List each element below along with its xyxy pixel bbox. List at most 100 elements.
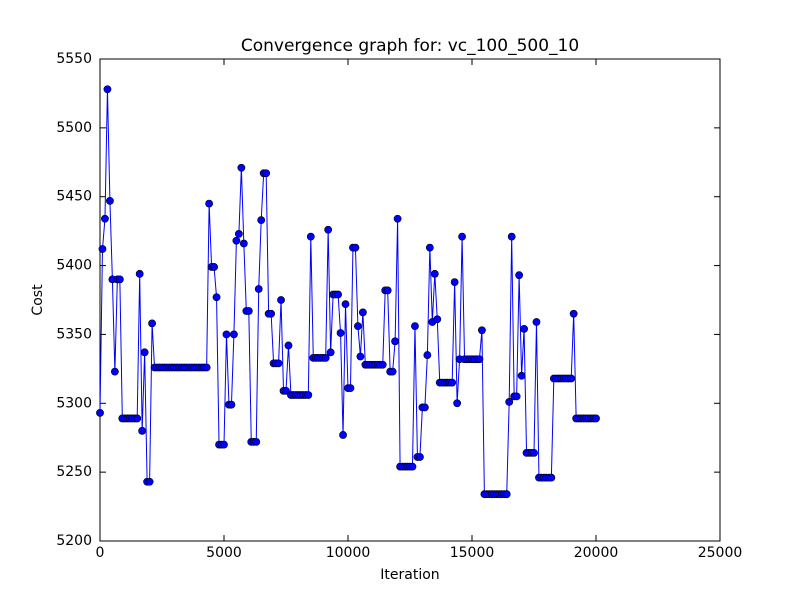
marker xyxy=(569,309,578,318)
marker xyxy=(326,348,335,357)
x-tick-label: 0 xyxy=(96,545,105,561)
y-tick-label: 5250 xyxy=(56,464,92,480)
marker xyxy=(230,330,238,339)
marker xyxy=(336,329,345,337)
marker xyxy=(222,330,231,339)
marker xyxy=(346,384,355,393)
marker xyxy=(383,286,392,295)
marker xyxy=(453,399,462,408)
marker xyxy=(356,352,365,361)
marker xyxy=(512,392,521,401)
marker xyxy=(592,414,600,423)
marker xyxy=(239,239,248,248)
marker xyxy=(212,293,221,302)
marker xyxy=(115,275,124,284)
marker xyxy=(103,85,112,94)
marker xyxy=(416,453,424,461)
marker xyxy=(145,477,154,486)
y-axis-label: Cost xyxy=(30,284,46,316)
marker xyxy=(227,400,236,409)
marker xyxy=(433,315,442,324)
marker xyxy=(351,243,360,252)
marker xyxy=(254,285,263,293)
marker xyxy=(304,391,313,399)
marker xyxy=(284,341,293,350)
marker xyxy=(358,308,367,317)
marker xyxy=(244,307,253,315)
marker xyxy=(138,426,147,435)
y-tick-label: 5400 xyxy=(56,258,92,274)
marker xyxy=(378,360,387,369)
marker xyxy=(547,473,556,482)
marker xyxy=(257,216,266,225)
marker xyxy=(393,214,402,223)
marker xyxy=(234,229,243,238)
y-tick-label: 5450 xyxy=(56,189,92,205)
line xyxy=(99,89,596,495)
marker xyxy=(425,243,434,252)
marker xyxy=(515,271,524,280)
marker xyxy=(252,437,261,446)
marker xyxy=(232,236,241,245)
x-tick-label: 25000 xyxy=(698,545,743,561)
marker xyxy=(458,232,466,241)
marker xyxy=(110,367,119,376)
marker xyxy=(420,403,429,412)
y-tick-label: 5550 xyxy=(56,51,92,67)
x-tick-label: 10000 xyxy=(326,545,371,561)
marker xyxy=(505,398,514,406)
chart-title: Convergence graph for: vc_100_500_10 xyxy=(241,36,579,56)
marker xyxy=(450,278,459,286)
marker xyxy=(448,378,457,387)
x-axis-label: Iteration xyxy=(380,567,439,583)
y-tick-label: 5300 xyxy=(56,395,92,411)
marker xyxy=(339,431,347,439)
marker xyxy=(135,269,144,278)
marker xyxy=(262,169,271,178)
marker xyxy=(267,309,276,318)
marker xyxy=(220,440,228,449)
marker xyxy=(140,348,149,357)
marker xyxy=(388,367,397,376)
marker xyxy=(133,414,142,423)
marker xyxy=(210,263,218,271)
marker xyxy=(205,199,214,208)
marker xyxy=(306,232,315,241)
marker xyxy=(517,371,526,380)
marker xyxy=(520,325,528,333)
x-tick-label: 5000 xyxy=(206,545,242,561)
x-tick-label: 15000 xyxy=(450,545,495,561)
marker xyxy=(341,300,350,309)
marker xyxy=(354,322,362,331)
marker xyxy=(423,351,432,359)
marker xyxy=(507,232,516,241)
marker xyxy=(106,196,114,205)
marker xyxy=(324,225,333,234)
marker xyxy=(502,490,511,499)
marker xyxy=(98,245,107,253)
marker xyxy=(532,318,541,326)
marker xyxy=(96,409,104,417)
marker xyxy=(411,322,419,331)
marker xyxy=(334,290,342,299)
marker xyxy=(391,337,400,346)
marker xyxy=(321,353,330,362)
marker xyxy=(282,386,290,395)
marker xyxy=(274,359,283,368)
marker xyxy=(567,374,576,383)
marker xyxy=(475,355,484,364)
y-tick-label: 5200 xyxy=(56,533,92,549)
marker xyxy=(202,363,211,372)
x-tick-label: 20000 xyxy=(574,545,619,561)
marker xyxy=(148,319,156,328)
marker xyxy=(237,163,246,172)
marker xyxy=(430,269,439,278)
marker xyxy=(277,296,285,304)
marker xyxy=(478,326,486,335)
y-tick-label: 5350 xyxy=(56,326,92,342)
y-tick-label: 5500 xyxy=(56,120,92,136)
marker xyxy=(408,462,417,471)
marker xyxy=(101,214,109,223)
plot-frame xyxy=(99,58,721,542)
